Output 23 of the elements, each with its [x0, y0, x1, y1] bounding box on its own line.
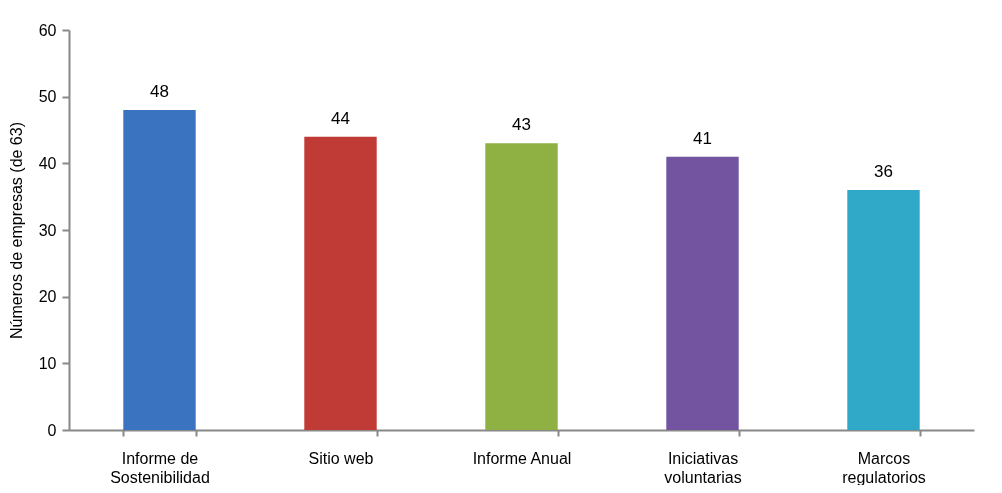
- data-label: 41: [693, 128, 712, 148]
- x-tick-label: Sitio web: [308, 449, 374, 467]
- y-axis-title: Números de empresas (de 63): [7, 122, 25, 339]
- bar: [304, 136, 377, 430]
- x-tick-label: Informe de Sostenibilidad: [110, 449, 210, 486]
- data-label: 36: [874, 162, 893, 181]
- bar: [666, 156, 739, 430]
- x-tick-label: Marcos regulatorios: [842, 449, 926, 486]
- data-label: 44: [331, 108, 350, 128]
- y-tick-label: 50: [38, 88, 57, 106]
- x-tick-label: Informe Anual: [472, 449, 572, 467]
- y-tick-label: 60: [38, 21, 57, 39]
- data-label: 43: [512, 115, 531, 135]
- y-tick-label: 40: [38, 154, 57, 172]
- data-label: 48: [150, 82, 169, 101]
- bar: [485, 143, 558, 430]
- bar: [123, 110, 196, 430]
- x-tick-label: Iniciativas voluntarias: [664, 449, 742, 486]
- y-tick-label: 30: [38, 221, 57, 239]
- bar: [847, 190, 920, 430]
- y-tick-label: 20: [38, 288, 57, 306]
- y-tick-label: 0: [47, 421, 57, 439]
- y-tick-label: 10: [38, 354, 57, 372]
